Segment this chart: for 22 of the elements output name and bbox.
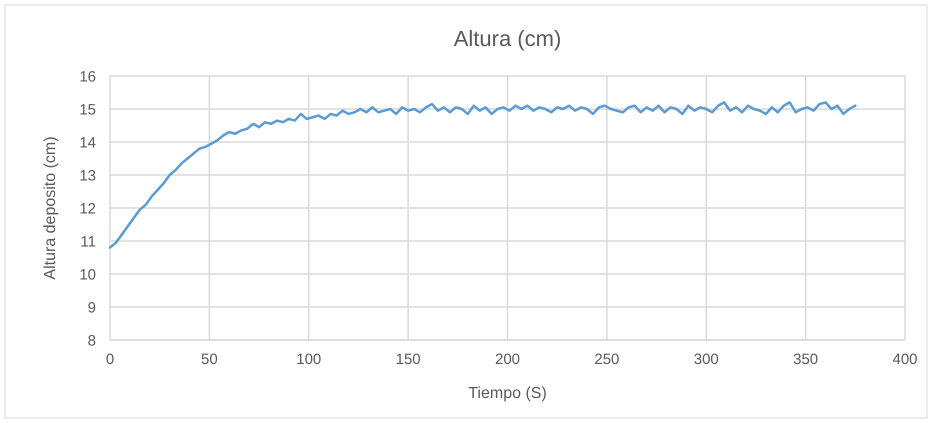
y-tick-label: 14 — [79, 134, 96, 152]
x-tick-label: 400 — [892, 351, 918, 368]
x-axis-title: Tiempo (S) — [468, 385, 547, 402]
x-tick-label: 250 — [594, 351, 620, 368]
y-tick-label: 8 — [88, 332, 96, 350]
chart-title: Altura (cm) — [454, 26, 562, 51]
x-tick-label: 100 — [296, 351, 322, 368]
y-tick-label: 10 — [79, 266, 96, 284]
x-tick-label: 300 — [694, 351, 719, 368]
x-tick-label: 200 — [494, 351, 520, 368]
x-tick-label: 50 — [201, 351, 218, 368]
x-tick-label: 0 — [106, 351, 114, 368]
y-tick-label: 15 — [79, 101, 96, 118]
y-axis-title: Altura deposito (cm) — [42, 136, 59, 280]
x-tick-label: 350 — [793, 351, 818, 368]
y-tick-label: 13 — [79, 167, 96, 184]
y-tick-label: 16 — [79, 68, 96, 86]
x-tick-label: 150 — [396, 351, 421, 368]
y-tick-label: 12 — [79, 200, 96, 218]
line-series — [108, 101, 857, 249]
y-tick-label: 11 — [80, 233, 96, 250]
y-tick-label: 9 — [88, 299, 96, 316]
